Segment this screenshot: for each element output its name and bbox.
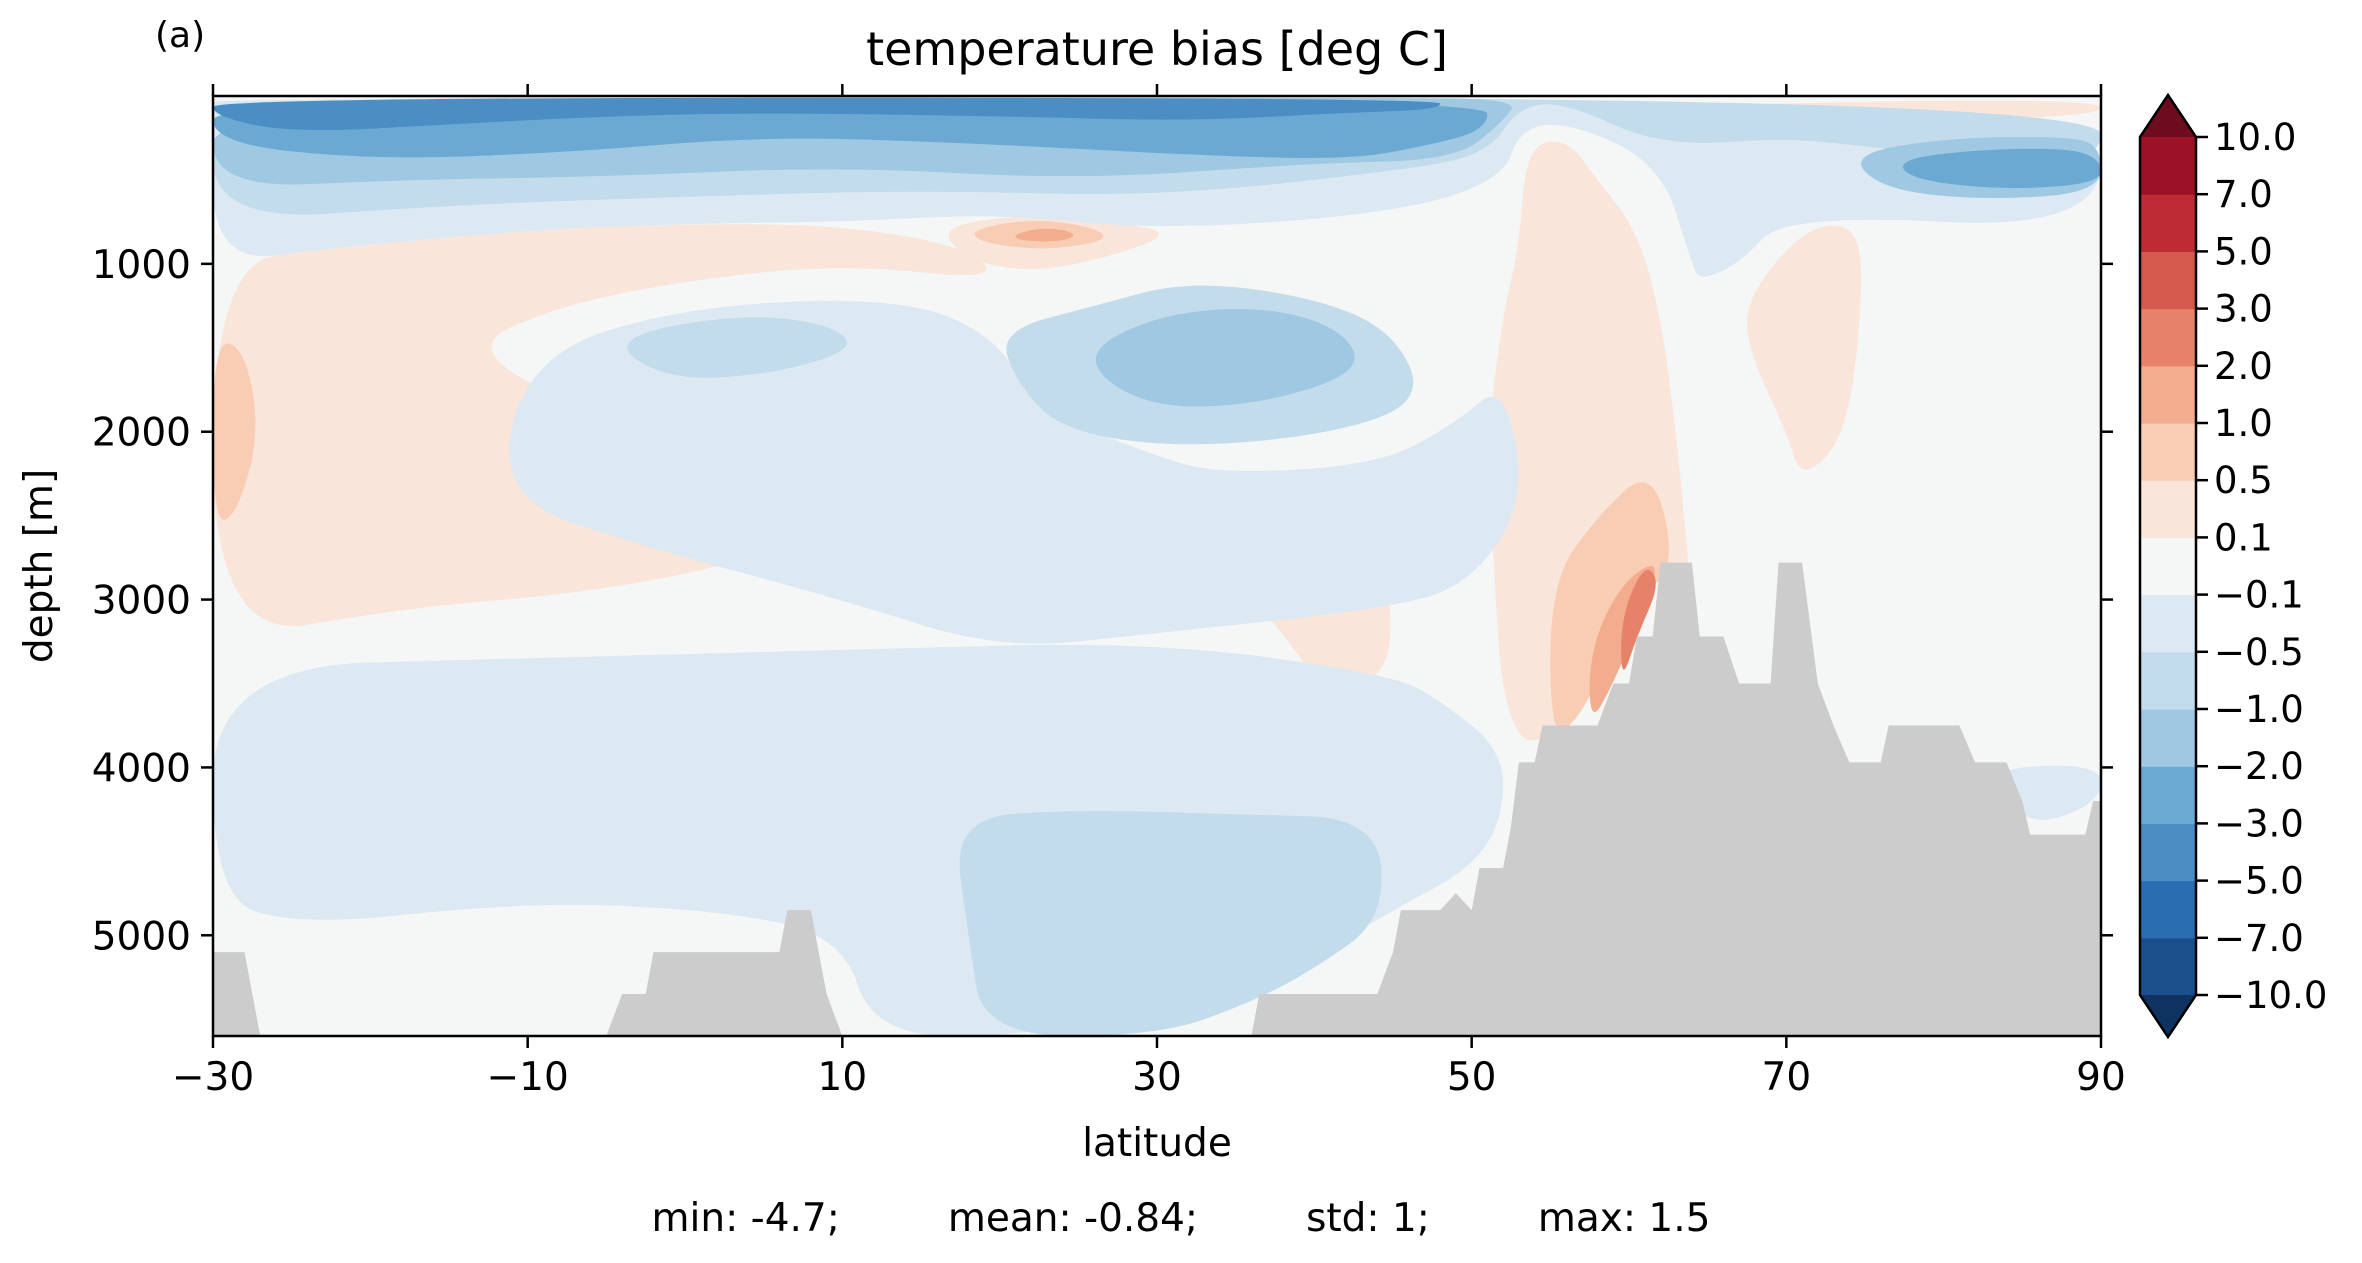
- colorbar-swatch: [2140, 137, 2196, 195]
- x-tick-label: 30: [1132, 1055, 1182, 1100]
- colorbar-tick-label: −3.0: [2214, 802, 2304, 845]
- y-tick-label: 3000: [92, 579, 191, 624]
- y-tick-label: 1000: [92, 243, 191, 288]
- colorbar-swatch: [2140, 594, 2196, 653]
- colorbar-swatch: [2140, 651, 2196, 710]
- colorbar-tick-label: 0.1: [2214, 516, 2273, 559]
- colorbar-tick-label: −0.5: [2214, 631, 2304, 674]
- y-axis: 1000 2000 3000 4000 5000: [92, 243, 2113, 959]
- colorbar-swatch: [2140, 423, 2196, 481]
- colorbar: −10.0 −7.0 −5.0 −3.0 −2.0 −1.0 −0.5 −0.1 0.1 0.5 1…: [2138, 92, 2327, 1040]
- colorbar-swatch: [2140, 308, 2196, 367]
- y-tick-label: 5000: [92, 914, 191, 959]
- colorbar-tick-label: 2.0: [2214, 345, 2273, 388]
- colorbar-tick-label: −10.0: [2214, 974, 2327, 1017]
- colorbar-swatch: [2140, 937, 2196, 996]
- colorbar-extend-low: [2140, 995, 2196, 1037]
- x-axis: −30 −10 10 30 50 70 90: [172, 84, 2126, 1100]
- x-tick-label: 90: [2076, 1055, 2126, 1100]
- contour-region: [1095, 308, 1355, 407]
- x-tick-label: −10: [487, 1055, 569, 1100]
- colorbar-tick-label: 1.0: [2214, 402, 2273, 445]
- statistics-line: min: -4.7; mean: -0.84; std: 1; max: 1.5: [0, 1196, 2362, 1244]
- contour-region: [1621, 569, 1656, 670]
- contour-region: [627, 317, 847, 378]
- colorbar-tick-label: 7.0: [2214, 173, 2273, 216]
- plot-area: [213, 96, 2101, 1036]
- x-tick-label: 10: [818, 1055, 868, 1100]
- x-axis-label: latitude: [1082, 1121, 1232, 1166]
- seafloor-land-mask: [213, 562, 2101, 1036]
- colorbar-tick-label: −1.0: [2214, 688, 2304, 731]
- y-axis-label: depth [m]: [17, 469, 62, 663]
- colorbar-swatch: [2140, 365, 2196, 424]
- colorbar-swatch: [2140, 480, 2196, 538]
- colorbar-tick-label: −7.0: [2214, 917, 2304, 960]
- colorbar-tick-label: −5.0: [2214, 860, 2304, 903]
- colorbar-tick-label: 10.0: [2214, 116, 2296, 159]
- colorbar-swatch: [2140, 823, 2196, 882]
- panel-label: (a): [155, 15, 205, 56]
- contour-region: [509, 300, 1519, 644]
- colorbar-extend-high: [2140, 95, 2196, 137]
- contour-region: [1903, 148, 2101, 188]
- stat-max: max: 1.5: [1537, 1196, 1711, 1241]
- colorbar-swatch: [2140, 537, 2196, 596]
- stat-std: std: 1;: [1306, 1196, 1430, 1241]
- colorbar-swatch: [2140, 880, 2196, 939]
- colorbar-swatch: [2140, 766, 2196, 824]
- x-tick-label: 70: [1762, 1055, 1812, 1100]
- stat-mean: mean: -0.84;: [947, 1196, 1199, 1241]
- contour-region: [959, 810, 1382, 1036]
- contour-region: [1550, 482, 1669, 730]
- x-tick-label: 50: [1447, 1055, 1497, 1100]
- x-tick-label: −30: [172, 1055, 254, 1100]
- y-tick-label: 2000: [92, 411, 191, 456]
- stat-min: min: -4.7;: [651, 1196, 840, 1241]
- y-tick-label: 4000: [92, 746, 191, 791]
- contour-region: [213, 343, 256, 520]
- colorbar-tick-label: 0.5: [2214, 459, 2273, 502]
- contour-region: [213, 97, 1441, 131]
- colorbar-swatch: [2140, 709, 2196, 767]
- colorbar-swatch: [2140, 194, 2196, 252]
- colorbar-tick-label: −2.0: [2214, 745, 2304, 788]
- colorbar-swatch: [2140, 251, 2196, 310]
- contour-region: [1490, 141, 1690, 741]
- contour-region: [1747, 225, 1862, 470]
- chart-title: temperature bias [deg C]: [866, 22, 1448, 76]
- contour-region: [1015, 228, 1074, 242]
- colorbar-tick-label: −0.1: [2214, 574, 2304, 617]
- colorbar-tick-label: 3.0: [2214, 288, 2273, 331]
- colorbar-tick-label: 5.0: [2214, 230, 2273, 273]
